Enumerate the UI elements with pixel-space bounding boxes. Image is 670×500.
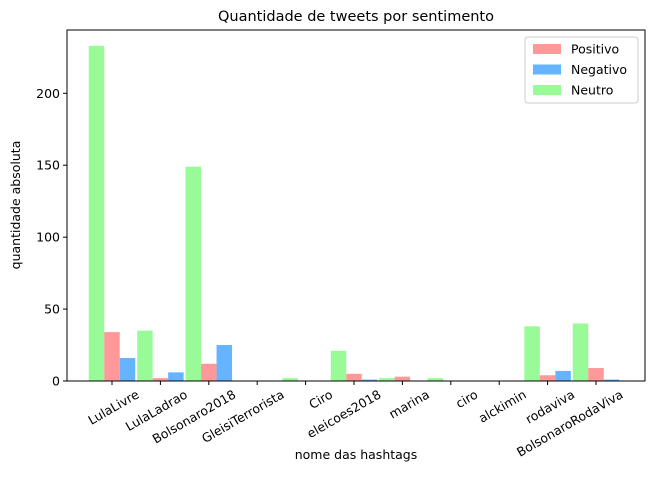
bar-positivo-bolsonarorodaviva — [588, 368, 604, 381]
y-tick-label: 0 — [52, 374, 60, 389]
bar-negativo-lulalivre — [119, 357, 136, 381]
x-tick-label: GleisiTerrorista — [199, 387, 287, 446]
bar-positivo-marina — [394, 376, 411, 381]
bars-group — [88, 45, 620, 382]
bar-neutro-eleicoes2018 — [330, 350, 347, 381]
bar-neutro-rodaviva — [524, 326, 540, 381]
y-tick-label: 150 — [36, 158, 60, 173]
bar-positivo-rodaviva — [539, 375, 556, 381]
x-tick-label: Bolsonaro2018 — [150, 387, 239, 447]
legend-swatch-negativo — [533, 64, 561, 75]
bar-positivo-lulaladrao — [152, 378, 169, 381]
bar-positivo-eleicoes2018 — [346, 373, 362, 381]
bar-positivo-lulalivre — [104, 332, 120, 381]
bar-negativo-rodaviva — [555, 370, 571, 381]
x-tick-label: Ciro — [306, 387, 335, 412]
bar-neutro-lulalivre — [88, 45, 105, 382]
bar-negativo-lulaladrao — [168, 372, 184, 381]
legend-label-neutro: Neutro — [571, 83, 613, 98]
chart-title: Quantidade de tweets por sentimento — [218, 9, 494, 25]
legend-label-negativo: Negativo — [571, 62, 627, 77]
legend-swatch-neutro — [533, 85, 561, 95]
y-axis: 0 50 100 150 200 — [36, 86, 67, 389]
y-axis-label: quantidade absoluta — [8, 141, 23, 270]
legend-swatch-positivo — [533, 44, 561, 54]
bar-neutro-ciro — [427, 378, 444, 381]
x-tick-label: ciro — [453, 387, 480, 411]
x-axis-label: nome das hashtags — [295, 447, 418, 462]
plot-frame — [66, 29, 646, 382]
x-tick-label: marina — [386, 387, 432, 422]
legend-label-positivo: Positivo — [571, 42, 619, 57]
bar-neutro-bolsonarorodaviva — [572, 323, 589, 381]
y-tick-label: 100 — [36, 230, 60, 245]
bar-neutro-marina — [379, 378, 395, 381]
y-tick-label: 200 — [36, 86, 60, 101]
bar-negativo-bolsonaro2018 — [216, 345, 233, 381]
bar-negativo-bolsonarorodaviva — [603, 379, 620, 381]
bar-negativo-eleicoes2018 — [361, 379, 378, 381]
bar-positivo-bolsonaro2018 — [201, 363, 217, 381]
bar-neutro-bolsonaro2018 — [185, 166, 202, 381]
bar-neutro-lulaladrao — [137, 330, 153, 381]
legend: Positivo Negativo Neutro — [524, 36, 639, 104]
x-tick-label: alckimin — [476, 387, 529, 426]
bar-neutro-ciro — [282, 378, 298, 381]
y-tick-label: 50 — [44, 302, 60, 317]
